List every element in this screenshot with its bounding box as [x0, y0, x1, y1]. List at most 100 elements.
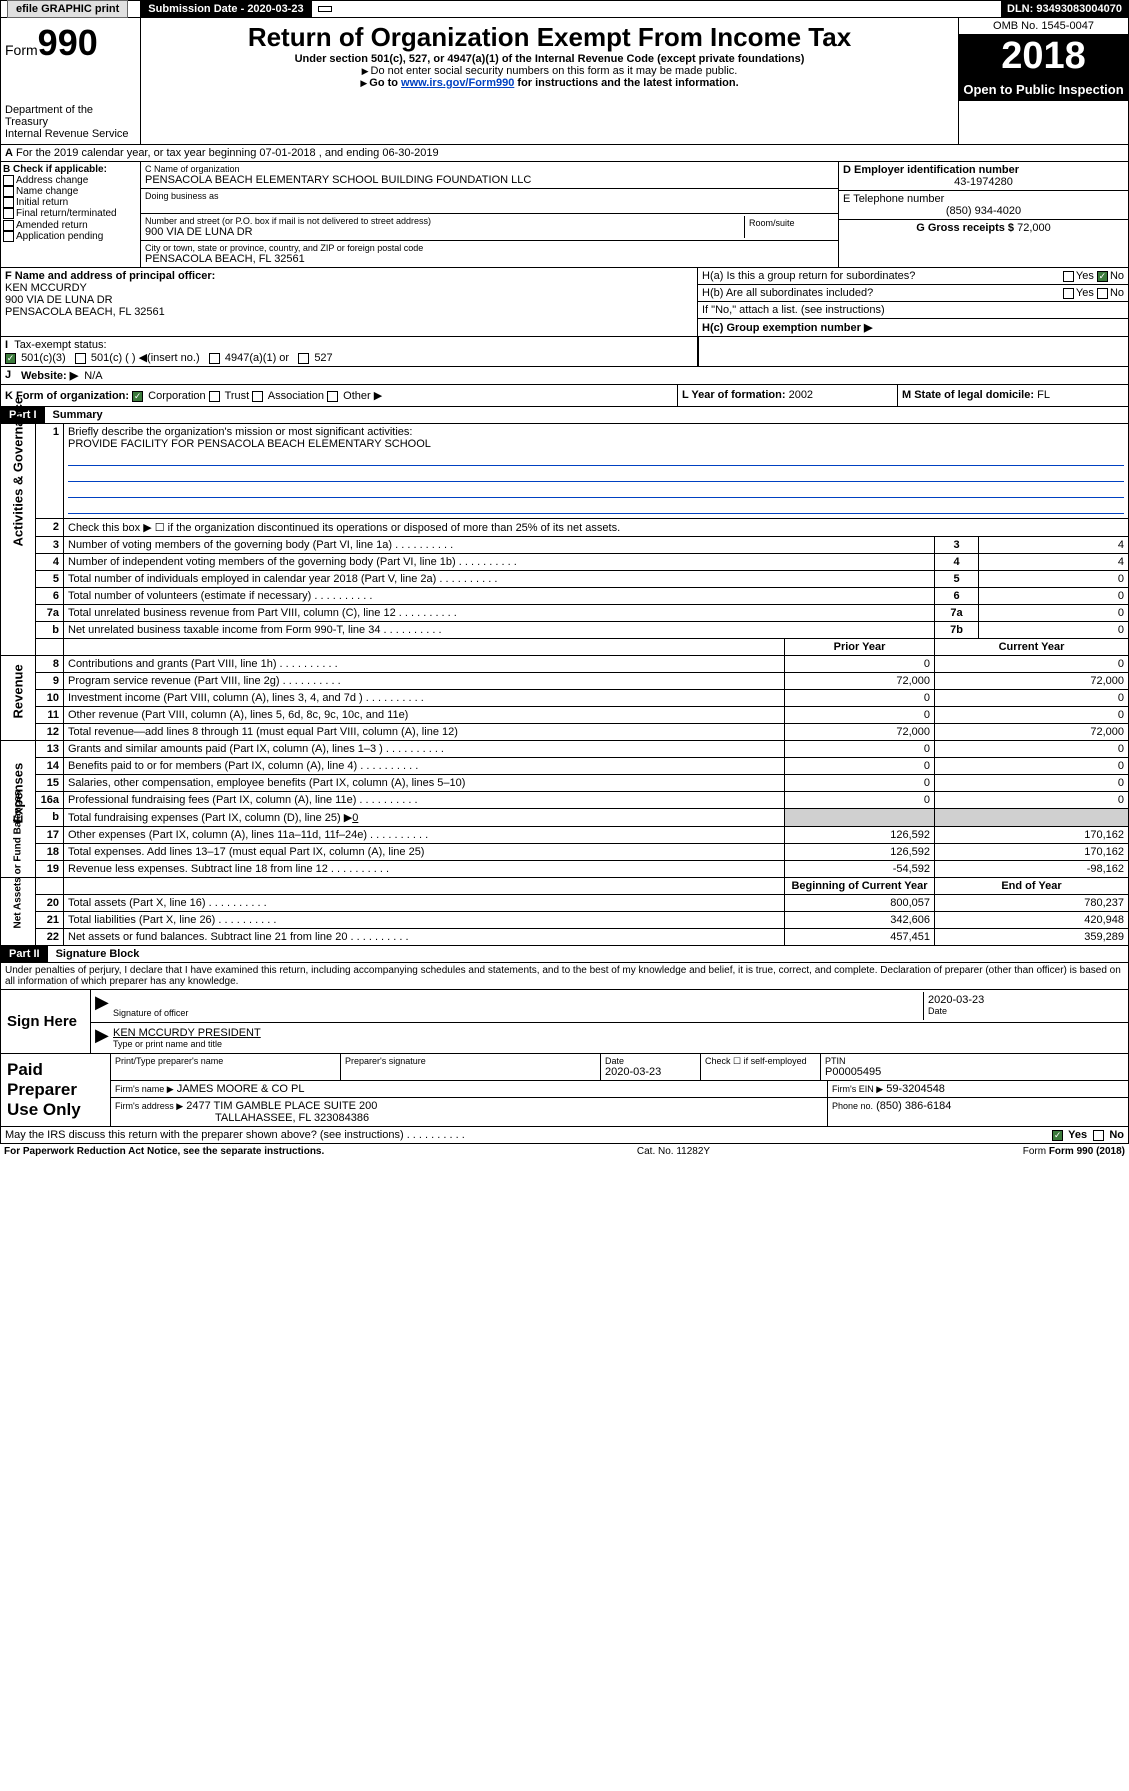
form-subtitle: Under section 501(c), 527, or 4947(a)(1)… [145, 53, 954, 65]
beg-year-hdr: Beginning of Current Year [785, 878, 935, 895]
line5-text: Total number of individuals employed in … [68, 573, 497, 585]
officer-addr1: 900 VIA DE LUNA DR [5, 294, 693, 306]
line4-text: Number of independent voting members of … [68, 556, 517, 568]
line20-text: Total assets (Part X, line 16) [68, 897, 267, 909]
website-row: J Website: ▶ N/A [0, 367, 1129, 385]
mission-text: PROVIDE FACILITY FOR PENSACOLA BEACH ELE… [68, 438, 431, 450]
submission-date-box [318, 6, 332, 12]
corp-checkbox[interactable] [132, 391, 143, 402]
line21-text: Total liabilities (Part X, line 26) [68, 914, 276, 926]
line17-prior: 126,592 [785, 827, 935, 844]
form-footer: Form Form 990 (2018) [1023, 1146, 1125, 1157]
part1-header: Part ISummary [0, 407, 1129, 424]
form990-link[interactable]: www.irs.gov/Form990 [401, 77, 514, 89]
line22-end: 359,289 [935, 929, 1129, 946]
officer-block: F Name and address of principal officer:… [0, 268, 1129, 337]
4947-checkbox[interactable] [209, 353, 220, 364]
city-label: City or town, state or province, country… [145, 243, 834, 253]
discuss-yes-checkbox[interactable] [1052, 1130, 1063, 1141]
city-state-zip: PENSACOLA BEACH, FL 32561 [145, 253, 834, 265]
form-header: Form990 Department of the Treasury Inter… [0, 18, 1129, 145]
box-e-label: E Telephone number [843, 193, 1124, 205]
prior-year-hdr: Prior Year [785, 639, 935, 656]
line10-prior: 0 [785, 690, 935, 707]
line9-text: Program service revenue (Part VIII, line… [68, 675, 341, 687]
line19-prior: -54,592 [785, 861, 935, 878]
mission-label: Briefly describe the organization's miss… [68, 426, 412, 438]
hb-no-checkbox[interactable] [1097, 288, 1108, 299]
line8-text: Contributions and grants (Part VIII, lin… [68, 658, 338, 670]
line8-prior: 0 [785, 656, 935, 673]
submission-date-label: Submission Date - 2020-03-23 [140, 1, 311, 17]
pra-notice: For Paperwork Reduction Act Notice, see … [4, 1146, 324, 1157]
line18-prior: 126,592 [785, 844, 935, 861]
officer-print-name: KEN MCCURDY PRESIDENT [113, 1027, 1120, 1039]
perjury-declaration: Under penalties of perjury, I declare th… [1, 963, 1128, 990]
form-title: Return of Organization Exempt From Incom… [145, 22, 954, 53]
line7b-text: Net unrelated business taxable income fr… [68, 624, 442, 636]
line20-end: 780,237 [935, 895, 1129, 912]
line20-beg: 800,057 [785, 895, 935, 912]
line22-text: Net assets or fund balances. Subtract li… [68, 931, 409, 943]
527-checkbox[interactable] [298, 353, 309, 364]
checkbox-amended[interactable] [3, 220, 14, 231]
line10-text: Investment income (Part VIII, column (A)… [68, 692, 424, 704]
line10-curr: 0 [935, 690, 1129, 707]
discuss-no-checkbox[interactable] [1093, 1130, 1104, 1141]
side-netassets: Net Assets or Fund Balances [13, 903, 24, 929]
room-label: Room/suite [749, 218, 830, 228]
other-checkbox[interactable] [327, 391, 338, 402]
sign-here-label: Sign Here [1, 990, 91, 1053]
hb-note: If "No," attach a list. (see instruction… [702, 304, 1124, 316]
end-year-hdr: End of Year [935, 878, 1129, 895]
line7b-val: 0 [979, 622, 1129, 639]
501c-checkbox[interactable] [75, 353, 86, 364]
box-c-label: C Name of organization [145, 164, 834, 174]
sig-arrow-icon: ▶ [95, 992, 109, 1020]
checkbox-address-change[interactable] [3, 175, 14, 186]
line17-text: Other expenses (Part IX, column (A), lin… [68, 829, 428, 841]
discuss-question: May the IRS discuss this return with the… [5, 1129, 465, 1141]
line13-text: Grants and similar amounts paid (Part IX… [68, 743, 444, 755]
line16a-text: Professional fundraising fees (Part IX, … [68, 794, 418, 806]
dba-label: Doing business as [145, 191, 834, 201]
ha-no-checkbox[interactable] [1097, 271, 1108, 282]
box-b-label: B Check if applicable: [3, 164, 138, 175]
firm-addr-label: Firm's address ▶ [115, 1101, 183, 1111]
ssn-note: Do not enter social security numbers on … [145, 65, 954, 77]
ha-label: H(a) Is this a group return for subordin… [702, 270, 1004, 282]
checkbox-name-change[interactable] [3, 186, 14, 197]
hb-label: H(b) Are all subordinates included? [702, 287, 1004, 299]
line5-val: 0 [979, 571, 1129, 588]
assoc-checkbox[interactable] [252, 391, 263, 402]
line7a-val: 0 [979, 605, 1129, 622]
firm-addr1: 2477 TIM GAMBLE PLACE SUITE 200 [186, 1100, 377, 1112]
hc-label: H(c) Group exemption number ▶ [702, 321, 1124, 334]
checkbox-pending[interactable] [3, 231, 14, 242]
ha-yes-checkbox[interactable] [1063, 271, 1074, 282]
checkbox-final-return[interactable] [3, 208, 14, 219]
firm-phone: (850) 386-6184 [876, 1100, 951, 1112]
dept-label: Department of the Treasury [5, 104, 136, 128]
line18-text: Total expenses. Add lines 13–17 (must eq… [64, 844, 785, 861]
line3-val: 4 [979, 537, 1129, 554]
firm-ein-label: Firm's EIN ▶ [832, 1084, 883, 1094]
org-name: PENSACOLA BEACH ELEMENTARY SCHOOL BUILDI… [145, 174, 834, 186]
line11-prior: 0 [785, 707, 935, 724]
line7a-text: Total unrelated business revenue from Pa… [68, 607, 457, 619]
line19-curr: -98,162 [935, 861, 1129, 878]
line15-prior: 0 [785, 775, 935, 792]
trust-checkbox[interactable] [209, 391, 220, 402]
hb-yes-checkbox[interactable] [1063, 288, 1074, 299]
side-revenue: Revenue [11, 693, 26, 719]
state-domicile: M State of legal domicile: FL [898, 385, 1128, 406]
line18-curr: 170,162 [935, 844, 1129, 861]
line11-curr: 0 [935, 707, 1129, 724]
part2-header: Part IISignature Block [0, 946, 1129, 963]
501c3-checkbox[interactable] [5, 353, 16, 364]
line6-text: Total number of volunteers (estimate if … [68, 590, 372, 602]
efile-button[interactable]: efile GRAPHIC print [7, 0, 128, 18]
discuss-row: May the IRS discuss this return with the… [0, 1127, 1129, 1144]
checkbox-initial-return[interactable] [3, 197, 14, 208]
line22-beg: 457,451 [785, 929, 935, 946]
